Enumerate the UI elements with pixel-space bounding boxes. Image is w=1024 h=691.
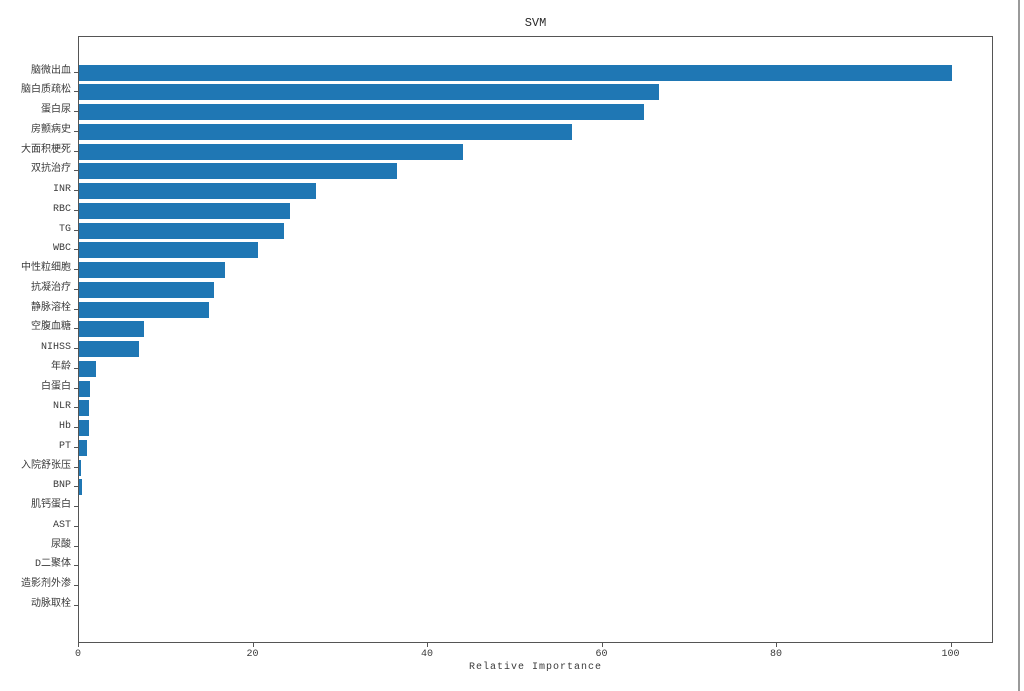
y-tick-mark <box>74 328 78 330</box>
y-tick-label-WBC: WBC <box>52 243 71 255</box>
y-tick-label-空腹血糖: 空腹血糖 <box>31 322 71 334</box>
y-tick-label-Hb: Hb <box>58 421 71 432</box>
bar-BNP <box>79 479 83 496</box>
bar-NIHSS <box>79 341 140 357</box>
bar-脑微出血 <box>79 64 952 81</box>
y-tick-mark <box>74 506 78 507</box>
bar-Hb <box>79 420 89 436</box>
x-tick-mark <box>252 643 254 647</box>
y-tick-mark <box>74 249 78 251</box>
x-tick-mark <box>601 643 603 647</box>
y-tick-mark <box>74 367 78 369</box>
y-tick-mark <box>74 525 78 527</box>
bar-脑白质疏松 <box>79 84 660 101</box>
bar-空腹血糖 <box>79 321 145 338</box>
y-tick-mark <box>74 150 78 152</box>
y-tick-mark <box>74 407 78 409</box>
y-tick-mark <box>74 308 78 310</box>
y-tick-label-D二聚体: D二聚体 <box>34 559 71 571</box>
y-tick-mark <box>74 91 78 93</box>
x-axis-label: Relative Importance <box>468 662 603 673</box>
plot-area <box>78 36 993 643</box>
x-tick-mark <box>78 643 79 647</box>
bar-静脉溶栓 <box>79 301 209 318</box>
y-tick-label-NLR: NLR <box>52 401 71 413</box>
bar-TG <box>79 222 285 239</box>
y-tick-mark <box>74 604 78 606</box>
bar-NLR <box>79 400 90 417</box>
x-tick-label-80: 80 <box>769 649 782 660</box>
y-tick-label-RBC: RBC <box>52 203 71 215</box>
y-tick-mark <box>74 288 78 290</box>
y-tick-mark <box>74 466 78 468</box>
y-tick-label-抗凝治疗: 抗凝治疗 <box>31 282 71 294</box>
bar-大面积梗死 <box>79 143 463 160</box>
y-tick-label-TG: TG <box>58 223 71 235</box>
x-tick-mark <box>776 643 777 647</box>
y-tick-label-BNP: BNP <box>52 480 71 492</box>
y-tick-label-脑白质疏松: 脑白质疏松 <box>21 85 71 97</box>
bar-双抗治疗 <box>79 163 397 180</box>
y-tick-mark <box>74 71 78 73</box>
y-tick-mark <box>74 190 78 191</box>
bar-房颤病史 <box>79 123 572 140</box>
bar-蛋白尿 <box>79 104 645 120</box>
bar-PT <box>79 439 87 456</box>
y-tick-mark <box>74 545 78 547</box>
x-tick-label-40: 40 <box>420 649 433 660</box>
y-tick-label-双抗治疗: 双抗治疗 <box>31 164 71 176</box>
y-tick-mark <box>74 229 78 231</box>
x-tick-label-100: 100 <box>941 649 960 660</box>
y-tick-mark <box>74 170 78 172</box>
y-tick-label-尿酸: 尿酸 <box>51 539 71 551</box>
y-tick-mark <box>74 427 78 428</box>
y-tick-label-年龄: 年龄 <box>51 361 71 373</box>
y-tick-label-中性粒细胞: 中性粒细胞 <box>21 263 71 274</box>
y-tick-label-大面积梗死: 大面积梗死 <box>21 144 71 156</box>
x-tick-label-60: 60 <box>595 649 608 660</box>
y-tick-label-蛋白尿: 蛋白尿 <box>41 105 71 116</box>
window-edge-line <box>1018 0 1020 691</box>
y-tick-mark <box>74 130 78 132</box>
y-tick-label-入院舒张压: 入院舒张压 <box>21 460 71 472</box>
x-tick-mark <box>427 643 428 647</box>
y-tick-mark <box>74 387 78 389</box>
y-tick-mark <box>74 209 78 211</box>
y-tick-label-AST: AST <box>52 519 71 531</box>
bar-白蛋白 <box>79 380 91 397</box>
y-tick-mark <box>74 565 78 567</box>
y-tick-label-NIHSS: NIHSS <box>40 342 71 353</box>
x-tick-label-0: 0 <box>74 649 81 660</box>
y-tick-label-静脉溶栓: 静脉溶栓 <box>31 302 71 314</box>
x-tick-mark <box>950 643 952 647</box>
x-tick-label-20: 20 <box>246 649 259 660</box>
bar-入院舒张压 <box>79 459 82 476</box>
y-tick-mark <box>74 269 78 270</box>
bar-RBC <box>79 202 291 219</box>
bar-INR <box>79 183 317 199</box>
y-tick-label-动脉取栓: 动脉取栓 <box>31 598 71 610</box>
y-tick-mark <box>74 111 78 112</box>
bar-年龄 <box>79 360 97 377</box>
bar-抗凝治疗 <box>79 281 215 298</box>
y-tick-label-PT: PT <box>58 440 71 452</box>
y-tick-mark <box>74 446 78 448</box>
y-tick-label-白蛋白: 白蛋白 <box>41 381 71 393</box>
y-tick-label-INR: INR <box>52 184 71 195</box>
y-tick-mark <box>74 486 78 488</box>
y-tick-mark <box>74 348 78 349</box>
y-tick-label-房颤病史: 房颤病史 <box>31 124 71 136</box>
y-tick-label-脑微出血: 脑微出血 <box>31 65 71 77</box>
bar-WBC <box>79 242 258 259</box>
y-tick-mark <box>74 585 78 586</box>
bar-中性粒细胞 <box>79 262 225 278</box>
y-tick-label-肌钙蛋白: 肌钙蛋白 <box>31 500 71 511</box>
y-tick-label-造影剂外渗: 造影剂外渗 <box>21 579 71 590</box>
chart-title: SVM <box>524 16 547 30</box>
